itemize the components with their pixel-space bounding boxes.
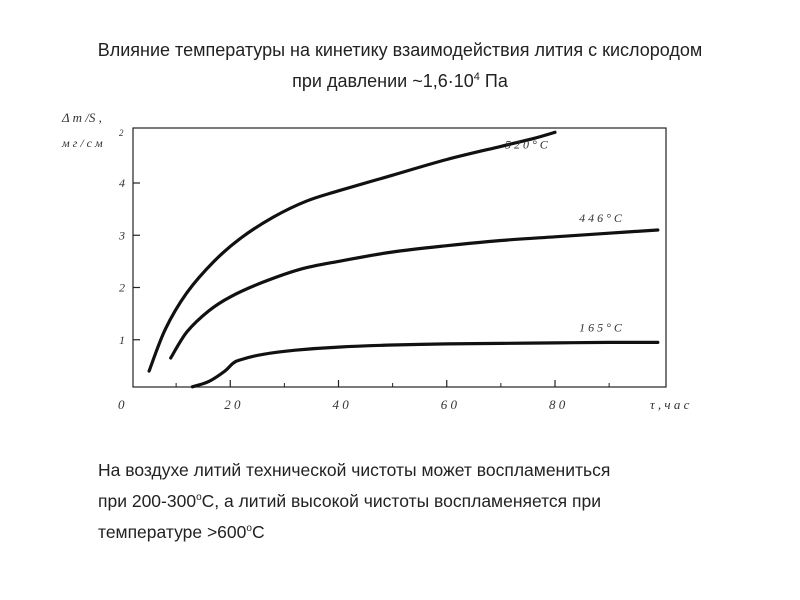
x-tick-label: 2 0 bbox=[224, 397, 241, 412]
y-tick-label: 3 bbox=[118, 228, 125, 242]
title-line-2-suffix: Па bbox=[479, 71, 508, 91]
y-axis-label-line-1: Δ m /S , bbox=[61, 110, 102, 125]
y-axis-label-exponent: 2 bbox=[119, 128, 124, 138]
x-tick-label: 4 0 bbox=[333, 397, 350, 412]
series-line bbox=[147, 130, 557, 373]
series-label: 1 6 5 ° C bbox=[579, 320, 623, 334]
series-lines bbox=[147, 130, 660, 389]
caption-line-2-a: при 200-300 bbox=[98, 490, 197, 511]
caption-line-3-b: С bbox=[251, 521, 265, 542]
x-tick-label: 0 bbox=[118, 397, 125, 412]
series-labels: 5 2 0 ° C 4 4 6 ° C 1 6 5 ° C bbox=[505, 137, 623, 334]
caption-line-1: На воздухе литий технической чистоты мож… bbox=[98, 460, 611, 480]
y-axis-label-line-2: м г / с м bbox=[61, 136, 103, 150]
series-line bbox=[190, 340, 660, 389]
plot-frame bbox=[132, 127, 667, 388]
tick-marks bbox=[133, 182, 610, 387]
caption-line-2-b: С, а литий высокой чистоты воспламеняетс… bbox=[201, 490, 602, 511]
title-line-2-prefix: при давлении ~1,6·10 bbox=[292, 71, 474, 91]
slide-title: Влияние температуры на кинетику взаимоде… bbox=[0, 37, 800, 95]
series-label: 5 2 0 ° C bbox=[505, 137, 549, 151]
y-tick-label: 4 bbox=[119, 176, 125, 190]
y-tick-label: 2 bbox=[119, 281, 125, 295]
y-tick-label: 1 bbox=[119, 333, 125, 347]
series-label: 4 4 6 ° C bbox=[579, 211, 623, 225]
series-line bbox=[169, 228, 660, 360]
title-exponent: 4 bbox=[473, 71, 480, 83]
title-line-1: Влияние температуры на кинетику взаимоде… bbox=[97, 40, 703, 60]
x-tick-label: 8 0 bbox=[549, 397, 566, 412]
caption-line-3-a: температуре >600 bbox=[98, 521, 247, 542]
caption-degree-2: о bbox=[246, 522, 252, 534]
x-axis-label: τ , ч а с bbox=[650, 397, 690, 412]
x-tick-label: 6 0 bbox=[441, 397, 458, 412]
caption-line-2: при 200-300оС, а литий высокой чистоты в… bbox=[98, 484, 738, 515]
tick-labels: 0 2 0 4 0 6 0 8 0 1 2 3 4 bbox=[118, 176, 566, 412]
title-line-2: при давлении ~1,6·104 Па bbox=[0, 64, 800, 95]
caption-line-3: температуре >600оС bbox=[98, 515, 738, 546]
caption-degree-1: о bbox=[196, 492, 202, 503]
slide-caption: На воздухе литий технической чистоты мож… bbox=[98, 456, 738, 546]
